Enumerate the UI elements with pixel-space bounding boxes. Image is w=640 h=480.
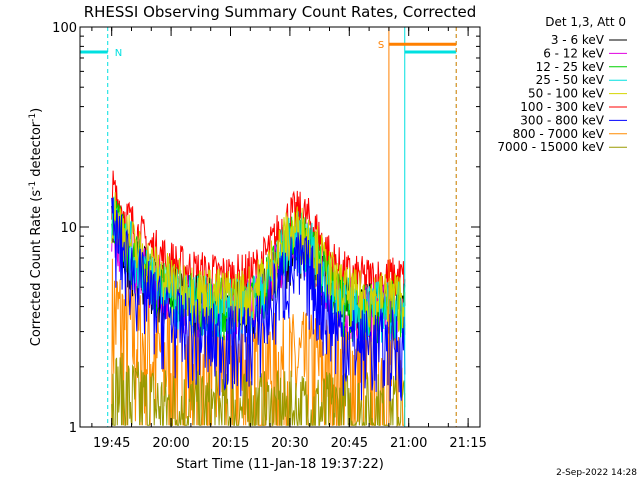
legend-label: 300 - 800 keV [520,113,604,127]
x-axis-label: Start Time (11-Jan-18 19:37:22) [176,457,384,472]
series-line-4 [111,192,406,334]
x-tick-label: 20:15 [212,436,249,451]
legend-label: 6 - 12 keV [543,46,605,60]
x-tick-label: 19:45 [93,436,130,451]
series-line-8 [111,352,406,428]
y-axis: 1 10 100 [52,21,480,436]
x-tick-label: 20:30 [271,436,308,451]
series-line-6 [111,197,406,402]
saa-label: S [378,40,384,51]
legend-label: 100 - 300 keV [520,100,604,114]
plot-frame [79,26,481,428]
chart-title: RHESSI Observing Summary Count Rates, Co… [84,3,477,21]
y-axis-label: Corrected Count Rate (s-1 detector-1) [28,108,44,346]
night-label: N [115,48,122,59]
series-line-7 [111,258,406,427]
y-tick-label: 1 [69,421,77,436]
data-series-layer [111,170,406,428]
legend-label: 7000 - 15000 keV [497,140,604,154]
legend-label: 12 - 25 keV [536,60,605,74]
y-tick-label: 10 [60,221,77,236]
x-tick-label: 20:00 [152,436,189,451]
legend-title: Det 1,3, Att 0 [545,15,626,29]
legend-label: 3 - 6 keV [551,33,605,47]
footer-date: 2-Sep-2022 14:28 [556,468,637,478]
legend-label: 800 - 7000 keV [513,127,605,141]
legend-label: 50 - 100 keV [528,87,605,101]
x-tick-label: 21:00 [390,436,427,451]
x-tick-label: 20:45 [331,436,368,451]
y-tick-label: 100 [52,21,77,36]
x-axis: 19:45 20:00 20:15 20:30 20:45 21:00 21:15 [91,27,487,451]
x-tick-label: 21:15 [449,436,486,451]
legend-label: 25 - 50 keV [536,73,605,87]
